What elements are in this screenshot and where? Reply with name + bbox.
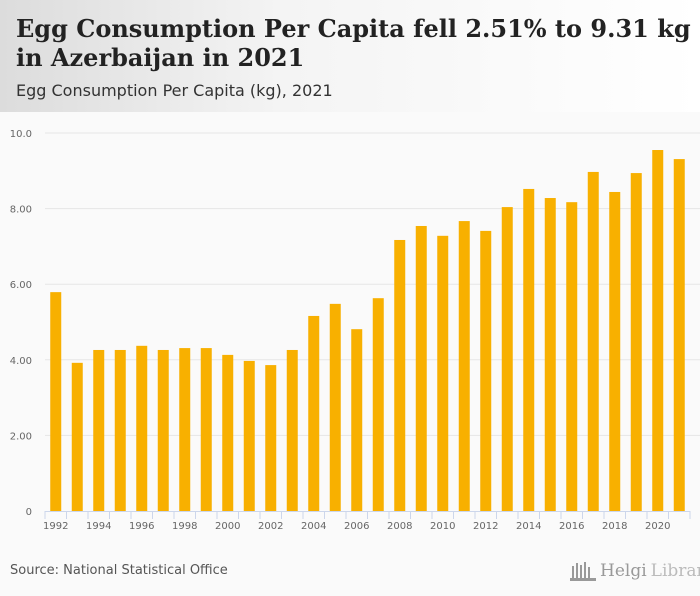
bar-1998 bbox=[179, 348, 191, 511]
logo-main: Helgi bbox=[600, 561, 647, 581]
bar-1994 bbox=[93, 349, 105, 511]
x-tick-label: 1996 bbox=[129, 521, 154, 532]
bar-2009 bbox=[415, 225, 427, 511]
bar-2011 bbox=[458, 221, 470, 511]
helgi-library-logo[interactable]: HelgiLibrary. bbox=[570, 560, 700, 582]
bar-2019 bbox=[630, 173, 642, 511]
bar-2004 bbox=[308, 315, 320, 511]
bar-1995 bbox=[114, 349, 126, 511]
bar-1997 bbox=[157, 349, 169, 511]
x-tick-label: 2002 bbox=[258, 521, 283, 532]
logo-sub: Library. bbox=[650, 561, 700, 581]
bar-2005 bbox=[329, 303, 341, 511]
x-tick-label: 2020 bbox=[645, 521, 670, 532]
bar-1999 bbox=[200, 348, 212, 511]
x-tick-label: 1998 bbox=[172, 521, 197, 532]
bar-2014 bbox=[523, 188, 535, 511]
bar-1992 bbox=[50, 292, 62, 511]
bar-1993 bbox=[71, 362, 83, 511]
x-tick-label: 2004 bbox=[301, 521, 326, 532]
y-tick-label: 0 bbox=[26, 507, 32, 518]
bar-2018 bbox=[609, 191, 621, 511]
y-tick-label: 4.00 bbox=[10, 356, 32, 367]
chart-subtitle: Egg Consumption Per Capita (kg), 2021 bbox=[16, 81, 333, 100]
y-tick-label: 6.00 bbox=[10, 280, 32, 291]
bar-2001 bbox=[243, 360, 255, 511]
x-tick-label: 1992 bbox=[43, 521, 68, 532]
bar-2013 bbox=[501, 207, 513, 511]
bar-2000 bbox=[222, 354, 234, 511]
x-tick-label: 2008 bbox=[387, 521, 412, 532]
x-tick-label: 2014 bbox=[516, 521, 541, 532]
x-tick-label: 2000 bbox=[215, 521, 240, 532]
y-tick-label: 8.00 bbox=[10, 205, 32, 216]
x-tick-label: 2010 bbox=[430, 521, 455, 532]
y-tick-label: 10.0 bbox=[10, 129, 32, 140]
source-note: Source: National Statistical Office bbox=[10, 563, 228, 578]
bar-chart: 0 2.00 4.00 6.00 8.00 10.0 1992 1994 1996 1998 200… bbox=[10, 129, 700, 532]
bar-2006 bbox=[351, 329, 363, 511]
bar-1996 bbox=[136, 345, 148, 511]
x-tick-label: 2018 bbox=[602, 521, 627, 532]
bar-2012 bbox=[480, 230, 492, 512]
y-tick-label: 2.00 bbox=[10, 431, 32, 442]
x-tick-label: 2012 bbox=[473, 521, 498, 532]
bar-2007 bbox=[372, 298, 384, 511]
header: Egg Consumption Per Capita fell 2.51% to… bbox=[0, 0, 700, 112]
chart-title: Egg Consumption Per Capita fell 2.51% to… bbox=[16, 14, 691, 72]
bar-2021 bbox=[673, 159, 685, 511]
bar-2002 bbox=[265, 365, 277, 511]
bar-2016 bbox=[566, 202, 578, 511]
x-tick-label: 2016 bbox=[559, 521, 584, 532]
bar-2008 bbox=[394, 239, 406, 511]
bar-2020 bbox=[652, 150, 664, 511]
bar-2003 bbox=[286, 349, 298, 511]
bar-2015 bbox=[544, 198, 556, 512]
bar-2017 bbox=[587, 171, 599, 511]
bar-2010 bbox=[437, 235, 449, 512]
library-building-icon bbox=[570, 562, 596, 581]
x-tick-label: 2006 bbox=[344, 521, 369, 532]
x-tick-label: 1994 bbox=[86, 521, 111, 532]
